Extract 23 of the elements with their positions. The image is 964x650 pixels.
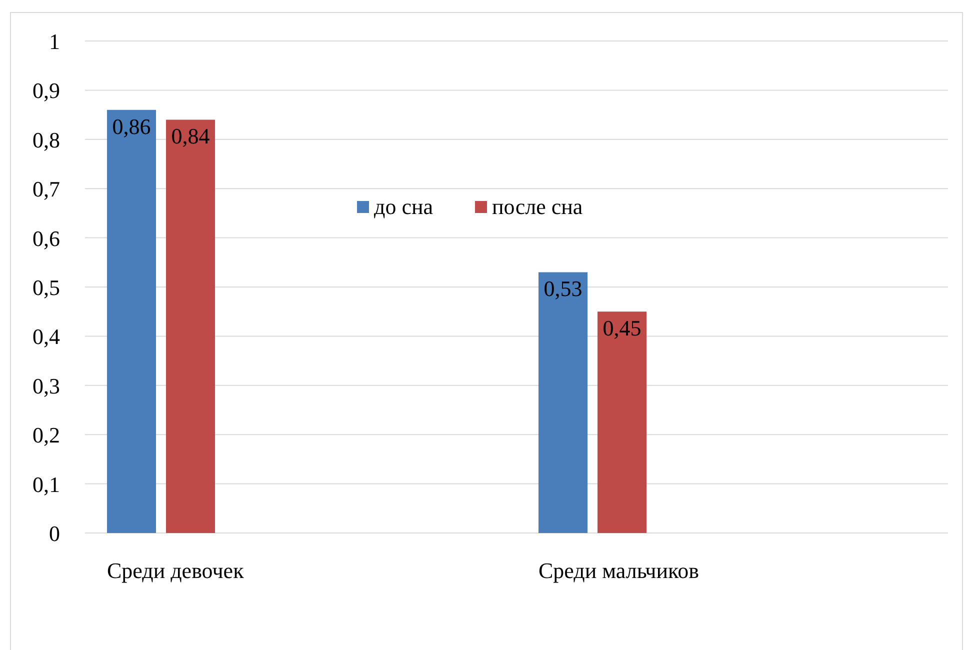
x-tick-label: Среди мальчиков [538,558,699,583]
legend-label: после сна [492,194,583,219]
y-tick-label: 0,8 [32,127,60,152]
data-label: 0,53 [544,276,582,302]
y-tick-label: 0,9 [32,78,60,104]
bar [166,120,215,533]
y-tick-label: 0 [49,521,60,546]
y-tick-label: 0,4 [32,324,60,350]
x-tick-label: Среди девочек [107,558,244,583]
data-label: 0,45 [602,316,642,341]
y-tick-label: 0,6 [32,226,60,251]
legend-label: до сна [374,194,434,219]
bar [538,272,588,533]
y-tick-label: 0,1 [32,472,60,497]
bar [598,312,646,533]
y-tick-label: 0,2 [32,422,60,448]
data-label: 0,84 [171,124,210,149]
y-tick-label: 0,3 [32,373,60,398]
y-tick-label: 0,5 [32,275,60,300]
data-label: 0,86 [112,114,151,139]
bar [107,110,156,533]
y-tick-label: 0,7 [32,176,60,202]
y-tick-label: 1 [49,29,60,54]
